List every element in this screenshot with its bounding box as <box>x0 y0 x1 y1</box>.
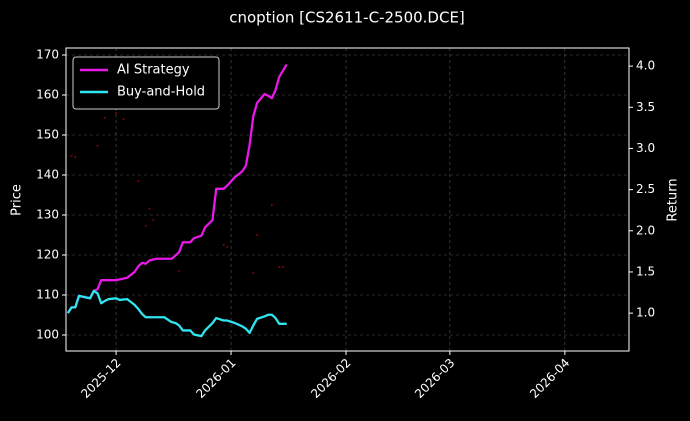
legend-label: Buy-and-Hold <box>117 85 205 100</box>
x-tick-label: 2026-04 <box>527 356 572 401</box>
x-tick-label: 2026-02 <box>308 356 353 401</box>
legend-box <box>72 56 220 110</box>
x-tick-label: 2025-12 <box>78 356 123 401</box>
x-tick-label: 2026-03 <box>412 356 457 401</box>
y-axis-label: Price <box>10 184 25 216</box>
y2-axis-label: Return <box>666 178 681 221</box>
point <box>252 272 255 274</box>
y2-tick-label: 4.0 <box>636 59 655 73</box>
plot-frame <box>65 47 630 352</box>
y2-tick-label: 1.0 <box>636 306 655 320</box>
chart-title: cnoption [CS2611-C-2500.DCE] <box>229 9 465 27</box>
y2-tick-label: 3.0 <box>636 141 655 155</box>
point <box>281 266 284 268</box>
line <box>66 63 288 314</box>
y2-tick-label: 2.5 <box>636 182 655 196</box>
point <box>226 246 229 248</box>
y-tick-label: 140 <box>36 168 59 182</box>
line <box>66 289 287 338</box>
point <box>115 112 118 114</box>
point <box>278 266 281 268</box>
point <box>148 208 151 210</box>
y2-tick-label: 3.5 <box>636 100 655 114</box>
point <box>70 154 73 157</box>
point <box>103 116 106 119</box>
point <box>178 270 181 272</box>
legend-label: AI Strategy <box>117 63 190 78</box>
point <box>152 218 155 221</box>
point <box>137 180 140 182</box>
y-tick-label: 130 <box>36 208 59 222</box>
point <box>74 156 77 158</box>
point <box>270 204 273 206</box>
point <box>222 244 225 246</box>
y-tick-label: 160 <box>36 88 59 102</box>
point <box>122 118 125 120</box>
y-tick-label: 150 <box>36 128 59 142</box>
y-tick-label: 170 <box>36 48 59 62</box>
y-tick-label: 110 <box>36 288 59 302</box>
point <box>144 224 147 227</box>
y2-tick-label: 1.5 <box>636 264 655 278</box>
y-tick-label: 100 <box>36 328 59 342</box>
point <box>256 234 259 236</box>
y2-tick-label: 2.0 <box>636 223 655 237</box>
x-tick-label: 2026-01 <box>193 356 238 401</box>
point <box>96 144 99 147</box>
y-tick-label: 120 <box>36 248 59 262</box>
